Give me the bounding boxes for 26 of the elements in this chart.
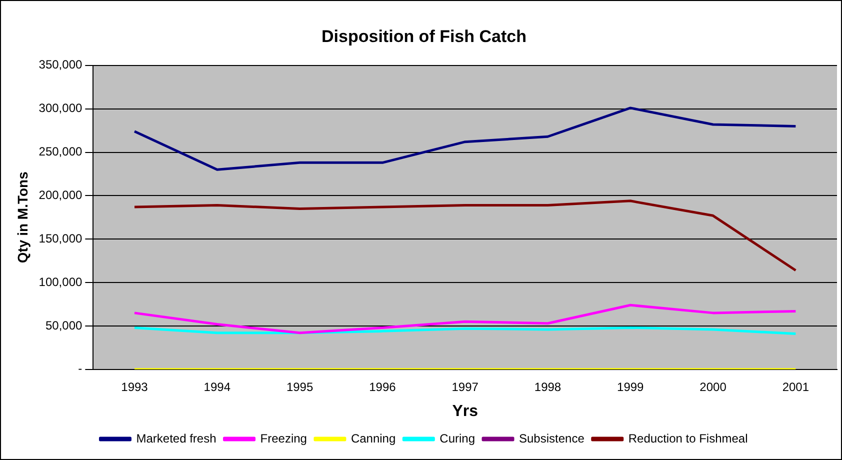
x-tick-label: 1997 (452, 380, 479, 394)
x-tick-label: 2000 (700, 380, 727, 394)
y-tick-label: 350,000 (38, 58, 82, 72)
y-tick-label: 300,000 (38, 101, 82, 116)
legend-label: Reduction to Fishmeal (628, 431, 748, 446)
x-tick-label: 1998 (534, 380, 562, 394)
y-tick-label: 250,000 (38, 144, 82, 159)
x-axis-title: Yrs (452, 402, 478, 420)
x-tick-label: 1994 (204, 380, 231, 394)
y-tick-label: 50,000 (45, 318, 83, 332)
y-tick-label: 100,000 (38, 274, 82, 289)
y-tick-label: 150,000 (38, 231, 82, 246)
legend-label: Freezing (260, 431, 307, 446)
x-tick-label: 1993 (121, 380, 148, 394)
y-tick-label: - (78, 362, 82, 376)
legend-label: Marketed fresh (136, 431, 216, 446)
y-axis-title: Qty in M.Tons (14, 171, 30, 264)
legend-label: Subsistence (519, 431, 585, 446)
y-tick-label: 200,000 (38, 188, 82, 202)
x-tick-label: 1999 (617, 380, 644, 394)
x-tick-label: 1995 (286, 380, 314, 394)
legend-label: Curing (440, 431, 476, 446)
legend-label: Canning (350, 431, 396, 446)
chart-title: Disposition of Fish Catch (322, 26, 526, 46)
x-tick-label: 2001 (782, 380, 810, 394)
x-tick-label: 1996 (369, 380, 396, 394)
